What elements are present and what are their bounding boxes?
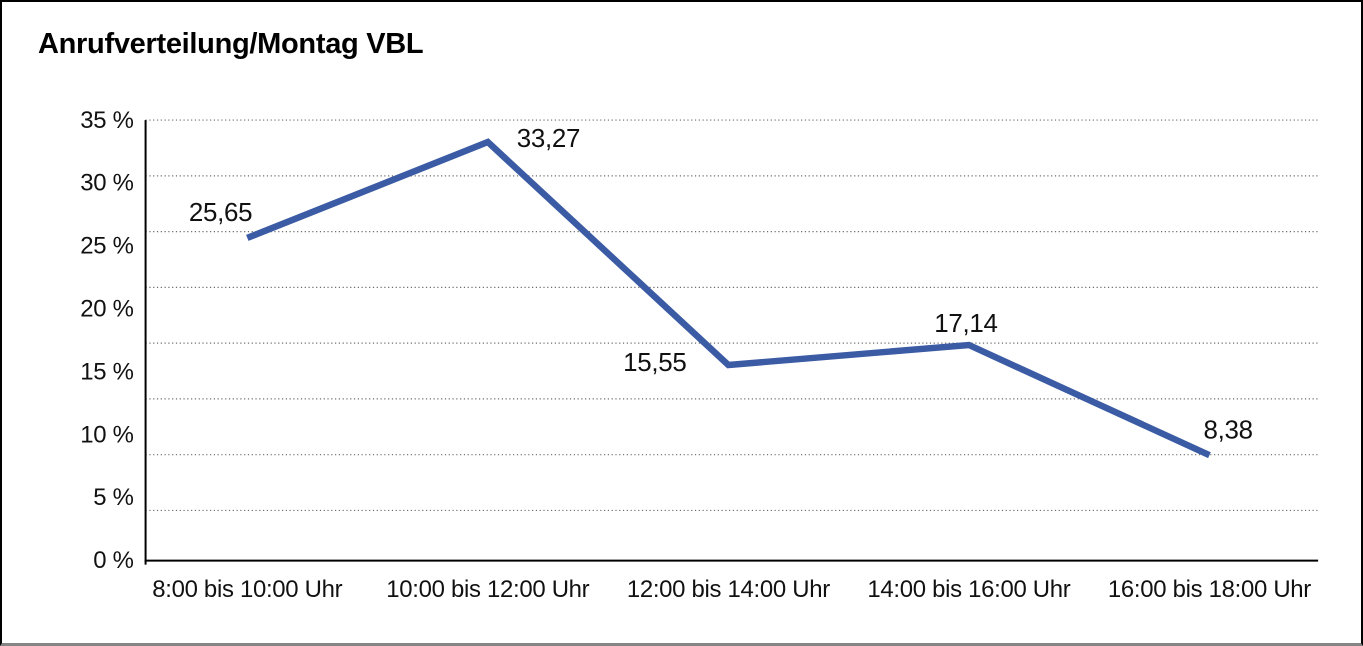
y-tick-label: 10 % — [80, 421, 133, 448]
y-tick-label: 15 % — [80, 358, 133, 385]
data-point-label: 17,14 — [934, 310, 997, 338]
x-category-label: 16:00 bis 18:00 Uhr — [1108, 576, 1311, 603]
x-category-label: 14:00 bis 16:00 Uhr — [867, 576, 1070, 603]
data-line — [246, 138, 1211, 459]
x-category-label: 12:00 bis 14:00 Uhr — [627, 576, 830, 603]
y-tick-label: 35 % — [80, 107, 133, 134]
chart-title: Anrufverteilung/Montag VBL — [38, 28, 424, 60]
y-tick-label: 5 % — [93, 484, 133, 511]
x-category-label: 8:00 bis 10:00 Uhr — [152, 576, 342, 603]
data-point-label: 25,65 — [189, 199, 252, 227]
y-tick-label: 0 % — [93, 547, 133, 574]
y-tick-label: 30 % — [80, 170, 133, 197]
data-point-label: 15,55 — [623, 349, 686, 377]
y-tick-label: 25 % — [80, 233, 133, 260]
x-category-label: 10:00 bis 12:00 Uhr — [386, 576, 589, 603]
data-point-label: 8,38 — [1203, 416, 1252, 444]
data-point-label: 33,27 — [517, 125, 580, 153]
y-tick-label: 20 % — [80, 296, 133, 323]
